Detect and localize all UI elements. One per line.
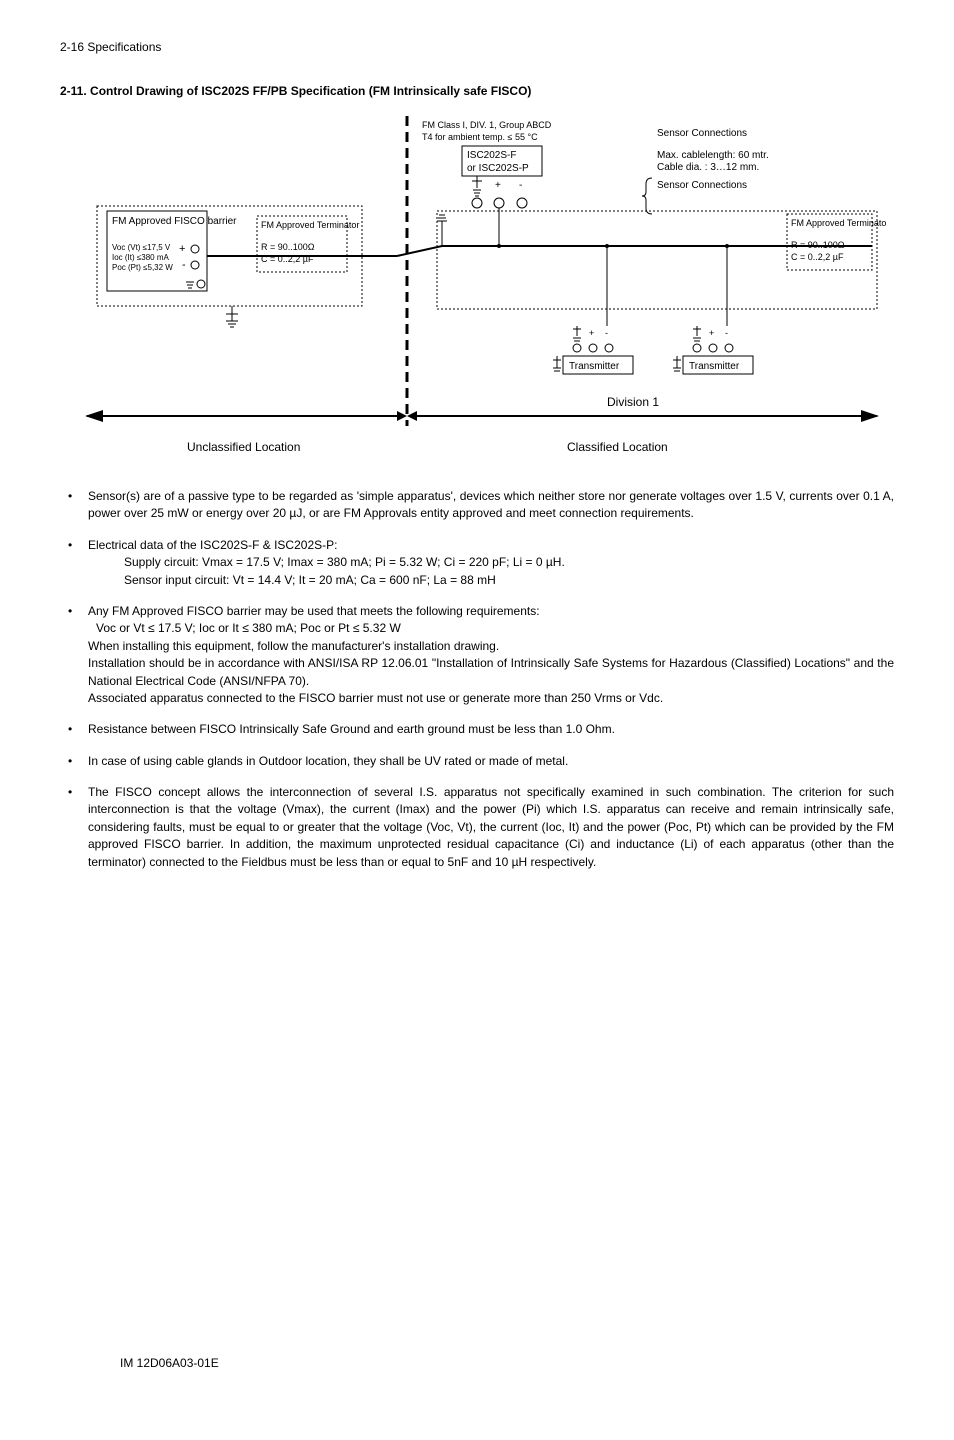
bullet-item: The FISCO concept allows the interconnec… (60, 784, 894, 871)
svg-text:R = 90..100Ω: R = 90..100Ω (261, 242, 315, 252)
svg-text:Sensor Connections: Sensor Connections (657, 128, 747, 139)
bullet-list: Sensor(s) are of a passive type to be re… (60, 488, 894, 871)
sub-line: Installation should be in accordance wit… (88, 656, 894, 687)
svg-text:Poc (Pt) ≤5,32 W: Poc (Pt) ≤5,32 W (112, 263, 173, 272)
svg-text:Ioc (It) ≤380 mA: Ioc (It) ≤380 mA (112, 253, 170, 262)
bullet-item: Electrical data of the ISC202S-F & ISC20… (60, 537, 894, 589)
svg-text:ISC202S-F: ISC202S-F (467, 150, 516, 161)
svg-text:Max. cablelength: 60 mtr.: Max. cablelength: 60 mtr. (657, 150, 769, 161)
svg-text:-: - (182, 259, 186, 271)
sub-line: Supply circuit: Vmax = 17.5 V; Imax = 38… (88, 554, 894, 571)
svg-text:-: - (725, 328, 728, 338)
svg-text:FM Approved FISCO barrier: FM Approved FISCO barrier (112, 216, 237, 227)
svg-text:-: - (605, 328, 608, 338)
bullet-item: Resistance between FISCO Intrinsically S… (60, 721, 894, 738)
svg-text:Sensor Connections: Sensor Connections (657, 180, 747, 191)
svg-text:Cable dia. : 3…12 mm.: Cable dia. : 3…12 mm. (657, 162, 759, 173)
control-diagram: FM Class I, DIV. 1, Group ABCD T4 for am… (60, 116, 894, 466)
svg-text:Voc (Vt) ≤17,5 V: Voc (Vt) ≤17,5 V (112, 243, 171, 252)
sub-line: When installing this equipment, follow t… (88, 639, 499, 653)
svg-text:+: + (179, 243, 185, 255)
sub-line: Voc or Vt ≤ 17.5 V; Ioc or It ≤ 380 mA; … (88, 620, 401, 637)
bullet-item: Any FM Approved FISCO barrier may be use… (60, 603, 894, 707)
svg-text:+: + (709, 328, 714, 338)
bullet-text: Electrical data of the ISC202S-F & ISC20… (88, 538, 337, 552)
sub-line: Sensor input circuit: Vt = 14.4 V; It = … (88, 572, 894, 589)
svg-text:T4 for ambient temp. ≤ 55 °C: T4 for ambient temp. ≤ 55 °C (422, 132, 538, 142)
section-title: 2-11. Control Drawing of ISC202S FF/PB S… (60, 84, 894, 98)
bullet-item: In case of using cable glands in Outdoor… (60, 753, 894, 770)
svg-text:C = 0..2,2 µF: C = 0..2,2 µF (791, 252, 844, 262)
svg-text:FM Approved Terminator: FM Approved Terminator (261, 220, 359, 230)
svg-text:+: + (495, 180, 501, 191)
svg-text:-: - (519, 180, 522, 191)
svg-text:or ISC202S-P: or ISC202S-P (467, 163, 529, 174)
svg-text:Classified Location: Classified Location (567, 440, 668, 454)
svg-text:+: + (589, 328, 594, 338)
svg-text:Unclassified Location: Unclassified Location (187, 440, 300, 454)
page-footer: IM 12D06A03-01E (120, 1356, 219, 1370)
svg-text:FM Class I, DIV. 1, Group ABCD: FM Class I, DIV. 1, Group ABCD (422, 120, 552, 130)
svg-text:Division 1: Division 1 (607, 395, 659, 409)
bullet-text: Any FM Approved FISCO barrier may be use… (88, 604, 540, 618)
svg-text:Transmitter: Transmitter (569, 361, 620, 372)
page-header: 2-16 Specifications (60, 40, 894, 54)
svg-text:FM Approved Terminator: FM Approved Terminator (791, 218, 887, 228)
bullet-item: Sensor(s) are of a passive type to be re… (60, 488, 894, 523)
svg-text:R = 90..100Ω: R = 90..100Ω (791, 240, 845, 250)
sub-line: Associated apparatus connected to the FI… (88, 691, 663, 705)
svg-text:Transmitter: Transmitter (689, 361, 740, 372)
